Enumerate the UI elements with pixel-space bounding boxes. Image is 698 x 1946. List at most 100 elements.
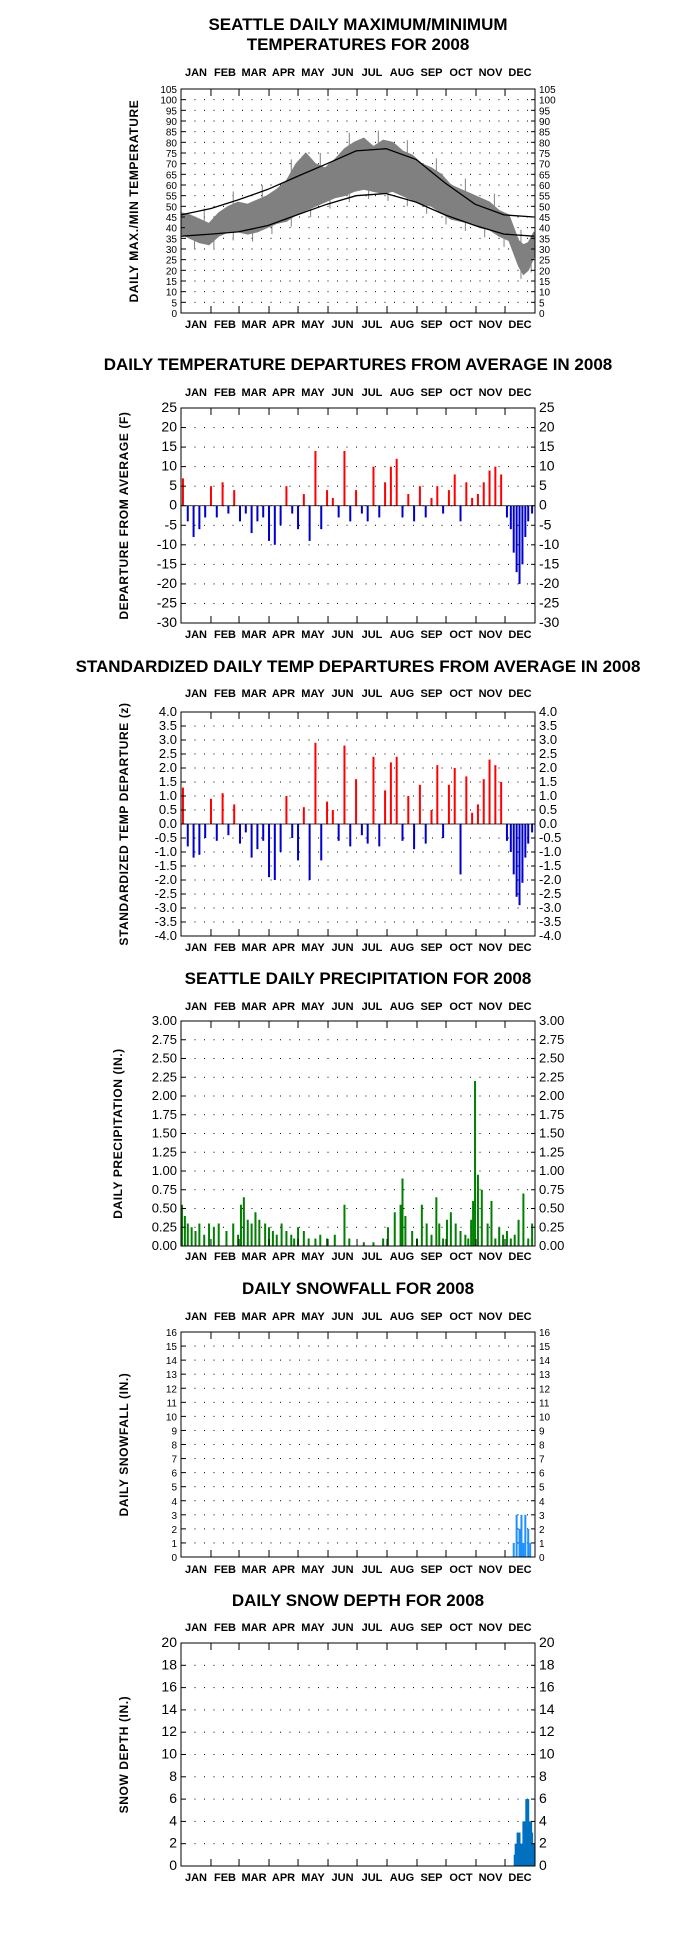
month-label-top: NOV <box>479 67 504 79</box>
bar <box>518 824 521 906</box>
bar <box>225 1231 228 1246</box>
observed-range-spikes <box>184 130 532 279</box>
month-label-bottom: APR <box>272 1564 295 1576</box>
month-label-top: JUL <box>362 67 383 79</box>
month-label-top: MAY <box>301 67 325 79</box>
bar <box>204 824 207 838</box>
month-label-bottom: DEC <box>508 1564 531 1576</box>
bar <box>449 1212 452 1246</box>
y-tick-label-left: 0.5 <box>159 802 177 817</box>
y-tick-label-left: 5 <box>171 1483 177 1494</box>
y-tick-label-right: 2.00 <box>539 1088 564 1103</box>
y-tick-label-right: 5 <box>539 298 545 309</box>
y-tick-label-left: -15 <box>157 555 177 571</box>
y-tick-label-right: 80 <box>539 138 551 149</box>
y-tick-label-right: 3 <box>539 1511 545 1522</box>
month-label-top: DEC <box>508 688 531 700</box>
month-label-bottom: MAY <box>301 629 325 641</box>
month-label-top: AUG <box>390 688 414 700</box>
bar <box>262 824 265 841</box>
y-tick-label-right: 6 <box>539 1790 547 1806</box>
month-label-top: JAN <box>185 387 207 399</box>
month-label-bottom: JAN <box>185 1564 207 1576</box>
y-tick-label-right: 35 <box>539 234 551 245</box>
bar <box>194 1231 197 1246</box>
month-label-bottom: JAN <box>185 1251 207 1263</box>
bar <box>275 1234 278 1246</box>
y-tick-label-left: 2.25 <box>152 1069 177 1084</box>
bar <box>291 824 294 838</box>
bar <box>404 1216 407 1246</box>
bar <box>418 784 421 824</box>
bar <box>430 1234 433 1246</box>
y-tick-label-left: 6 <box>169 1790 177 1806</box>
y-tick-label-right: -10 <box>539 536 559 552</box>
month-label-top: APR <box>272 1311 295 1323</box>
y-tick-label-left: 1.0 <box>159 788 177 803</box>
y-tick-label-left: 75 <box>166 149 178 160</box>
y-tick-label-right: -15 <box>539 555 559 571</box>
month-label-bottom: SEP <box>421 319 443 331</box>
y-tick-label-right: 10 <box>539 458 555 474</box>
chart-title: STANDARDIZED DAILY TEMP DEPARTURES FROM … <box>76 657 641 676</box>
y-tick-label-left: 30 <box>166 245 178 256</box>
bar <box>442 824 445 838</box>
y-tick-label-left: 90 <box>166 117 178 128</box>
y-tick-label-right: 2.0 <box>539 760 557 775</box>
bar <box>227 824 230 836</box>
month-label-bottom: NOV <box>479 1872 504 1884</box>
y-tick-label-right: -2.5 <box>539 886 561 901</box>
y-tick-label-left: 0.75 <box>152 1182 177 1197</box>
chart-departures: DAILY TEMPERATURE DEPARTURES FROM AVERAG… <box>104 355 613 641</box>
y-tick-label-left: 1.75 <box>152 1107 177 1122</box>
y-tick-label-left: 13 <box>166 1370 178 1381</box>
month-label-top: JUN <box>332 688 354 700</box>
y-tick-label-left: 16 <box>161 1679 177 1695</box>
bar <box>227 505 230 514</box>
y-tick-label-right: -2.0 <box>539 872 561 887</box>
bar <box>531 1223 534 1246</box>
bar <box>237 1234 240 1246</box>
month-label-bottom: DEC <box>508 1251 531 1263</box>
y-tick-label-left: 0.25 <box>152 1219 177 1234</box>
bar <box>244 824 247 833</box>
y-tick-label-right: 6 <box>539 1469 545 1480</box>
bar <box>430 497 433 506</box>
bar <box>254 1212 257 1246</box>
y-tick-label-left: 15 <box>166 1342 178 1353</box>
y-tick-label-right: -25 <box>539 594 559 610</box>
month-label-bottom: JUL <box>362 1872 383 1884</box>
bar <box>471 812 474 824</box>
bar <box>430 810 433 824</box>
y-tick-label-left: 8 <box>171 1441 177 1452</box>
month-label-top: MAR <box>241 387 266 399</box>
bar <box>362 1242 365 1246</box>
month-label-top: OCT <box>449 1622 473 1634</box>
plot-frame <box>180 1642 536 1867</box>
bar <box>522 1542 525 1557</box>
month-label-bottom: JUN <box>332 942 354 954</box>
y-tick-label-right: 105 <box>539 85 556 96</box>
bar <box>337 505 340 518</box>
y-tick-label-left: -0.5 <box>155 830 177 845</box>
y-tick-label-right: -30 <box>539 614 559 630</box>
y-ticks <box>181 1642 535 1867</box>
bar <box>349 824 352 847</box>
y-tick-label-right: 20 <box>539 1634 555 1650</box>
month-label-top: NOV <box>479 1001 504 1013</box>
month-label-bottom: FEB <box>214 1564 236 1576</box>
y-tick-label-right: 11 <box>539 1398 550 1409</box>
y-tick-label-right: 25 <box>539 399 555 415</box>
bar <box>494 466 497 506</box>
y-tick-label-left: 4.0 <box>159 704 177 719</box>
bar <box>384 790 387 824</box>
bar <box>424 824 427 844</box>
chart-title: SEATTLE DAILY MAXIMUM/MINIMUM <box>208 15 507 34</box>
y-tick-label-right: 0.5 <box>539 802 557 817</box>
y-tick-label-right: 4 <box>539 1497 545 1508</box>
y-tick-label-right: 100 <box>539 96 556 107</box>
month-label-top: JAN <box>185 1311 207 1323</box>
y-tick-label-left: 0 <box>169 497 177 513</box>
y-tick-label-left: 3 <box>171 1511 177 1522</box>
bar <box>488 759 491 824</box>
